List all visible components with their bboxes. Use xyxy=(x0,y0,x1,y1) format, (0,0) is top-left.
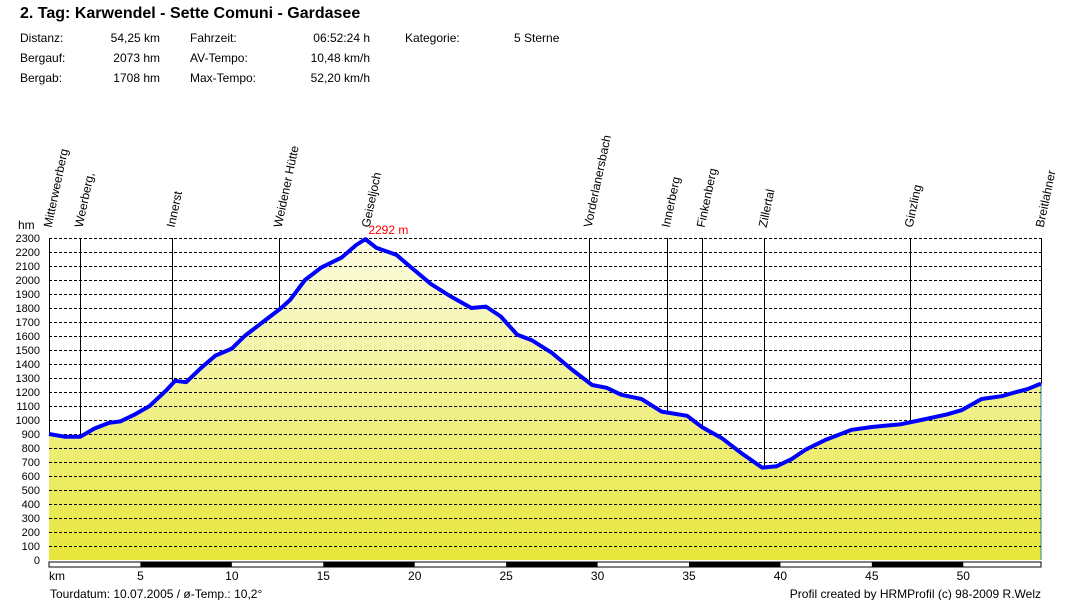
waypoint-label: Breitlahner xyxy=(1033,169,1059,229)
elevation-line xyxy=(48,237,1042,470)
y-tick-label: 2200 xyxy=(16,247,40,259)
stat-value-av-tempo: 10,48 km/h xyxy=(310,51,370,65)
y-axis-label: hm xyxy=(18,218,35,232)
stat-label-max-tempo: Max-Tempo: xyxy=(190,71,257,85)
y-tick-label: 0 xyxy=(34,555,40,567)
x-axis-segment xyxy=(871,562,964,567)
stat-label-bergauf: Bergauf: xyxy=(20,51,66,65)
x-axis-segment xyxy=(323,562,415,567)
y-tick-label: 2000 xyxy=(16,275,40,287)
y-tick-label: 900 xyxy=(22,429,40,441)
x-tick-label: 40 xyxy=(774,569,788,583)
x-tick-label: 50 xyxy=(957,569,971,583)
x-tick-label: 20 xyxy=(408,569,422,583)
y-tick-label: 2300 xyxy=(16,233,40,245)
y-tick-label: 800 xyxy=(22,443,40,455)
stat-value-bergauf: 2073 hm xyxy=(113,51,160,65)
y-tick-label: 1000 xyxy=(16,415,40,427)
y-tick-label: 2100 xyxy=(16,261,40,273)
waypoint-label: Innerst xyxy=(164,189,185,228)
y-tick-label: 1900 xyxy=(16,289,40,301)
stat-value-fahrzeit: 06:52:24 h xyxy=(313,31,370,45)
waypoint-label: Weerberg, xyxy=(72,171,97,229)
page-title: 2. Tag: Karwendel - Sette Comuni - Garda… xyxy=(20,5,361,22)
x-tick-label: 25 xyxy=(499,569,513,583)
stat-value-distanz: 54,25 km xyxy=(110,31,160,45)
footer-credits: Profil created by HRMProfil (c) 98-2009 … xyxy=(789,587,1041,600)
stat-value-bergab: 1708 hm xyxy=(113,71,160,85)
y-tick-label: 1400 xyxy=(16,359,40,371)
stat-label-bergab: Bergab: xyxy=(20,71,63,85)
y-tick-label: 500 xyxy=(22,485,40,497)
stat-value-max-tempo: 52,20 km/h xyxy=(310,71,370,85)
x-axis-segment xyxy=(140,562,232,567)
y-tick-label: 1800 xyxy=(16,303,40,315)
stat-label-distanz: Distanz: xyxy=(20,31,64,45)
y-tick-label: 1700 xyxy=(16,317,40,329)
stat-label-fahrzeit: Fahrzeit: xyxy=(190,31,237,45)
waypoint-label: Mitterweerberg xyxy=(41,147,71,228)
stat-value-kategorie: 5 Sterne xyxy=(514,31,560,45)
elevation-area xyxy=(49,239,1041,560)
y-tick-label: 1200 xyxy=(16,387,40,399)
x-axis-segment xyxy=(506,562,598,567)
waypoint-label: Vorderlanersbach xyxy=(581,134,614,229)
y-tick-label: 200 xyxy=(22,527,40,539)
x-axis-label: km xyxy=(49,569,65,583)
y-tick-label: 1600 xyxy=(16,331,40,343)
waypoint-label: Finkenberg xyxy=(694,167,720,229)
waypoint-label: Zillertal xyxy=(756,188,778,229)
y-tick-label: 600 xyxy=(22,471,40,483)
x-axis-segment xyxy=(689,562,781,567)
x-tick-label: 15 xyxy=(317,569,331,583)
y-tick-label: 300 xyxy=(22,513,40,525)
waypoint-label: Ginzling xyxy=(902,183,925,228)
peak-label: 2292 m xyxy=(368,223,408,237)
x-tick-label: 45 xyxy=(865,569,879,583)
waypoint-label: Geiseljoch xyxy=(359,171,384,229)
y-tick-label: 1100 xyxy=(16,401,40,413)
stat-label-kategorie: Kategorie: xyxy=(405,31,460,45)
x-tick-label: 35 xyxy=(682,569,696,583)
stat-label-av-tempo: AV-Tempo: xyxy=(190,51,248,65)
waypoint-label: Weidener Hütte xyxy=(271,144,302,229)
y-tick-label: 700 xyxy=(22,457,40,469)
x-tick-label: 5 xyxy=(137,569,144,583)
y-tick-label: 400 xyxy=(22,499,40,511)
waypoint-label: Innerberg xyxy=(659,175,683,228)
y-tick-label: 1300 xyxy=(16,373,40,385)
footer-tour-info: Tourdatum: 10.07.2005 / ø-Temp.: 10,2° xyxy=(50,587,263,600)
x-tick-label: 10 xyxy=(225,569,239,583)
y-tick-label: 100 xyxy=(22,541,40,553)
x-tick-label: 30 xyxy=(591,569,605,583)
y-tick-label: 1500 xyxy=(16,345,40,357)
